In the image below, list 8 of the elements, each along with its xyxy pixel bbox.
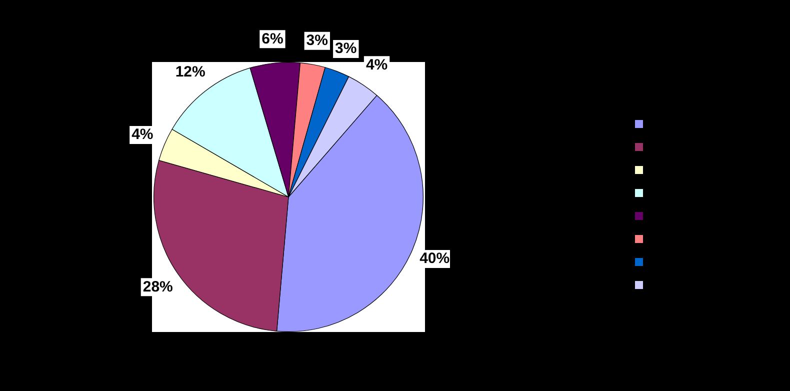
data-label: 3% xyxy=(335,40,357,58)
data-label: 4% xyxy=(366,56,388,74)
data-label: 12% xyxy=(175,63,206,80)
data-label: 40% xyxy=(420,250,450,268)
data-label: 3% xyxy=(306,32,328,50)
data-label: 4% xyxy=(132,126,154,144)
data-label: 6% xyxy=(262,30,284,48)
data-label: 28% xyxy=(142,278,173,296)
